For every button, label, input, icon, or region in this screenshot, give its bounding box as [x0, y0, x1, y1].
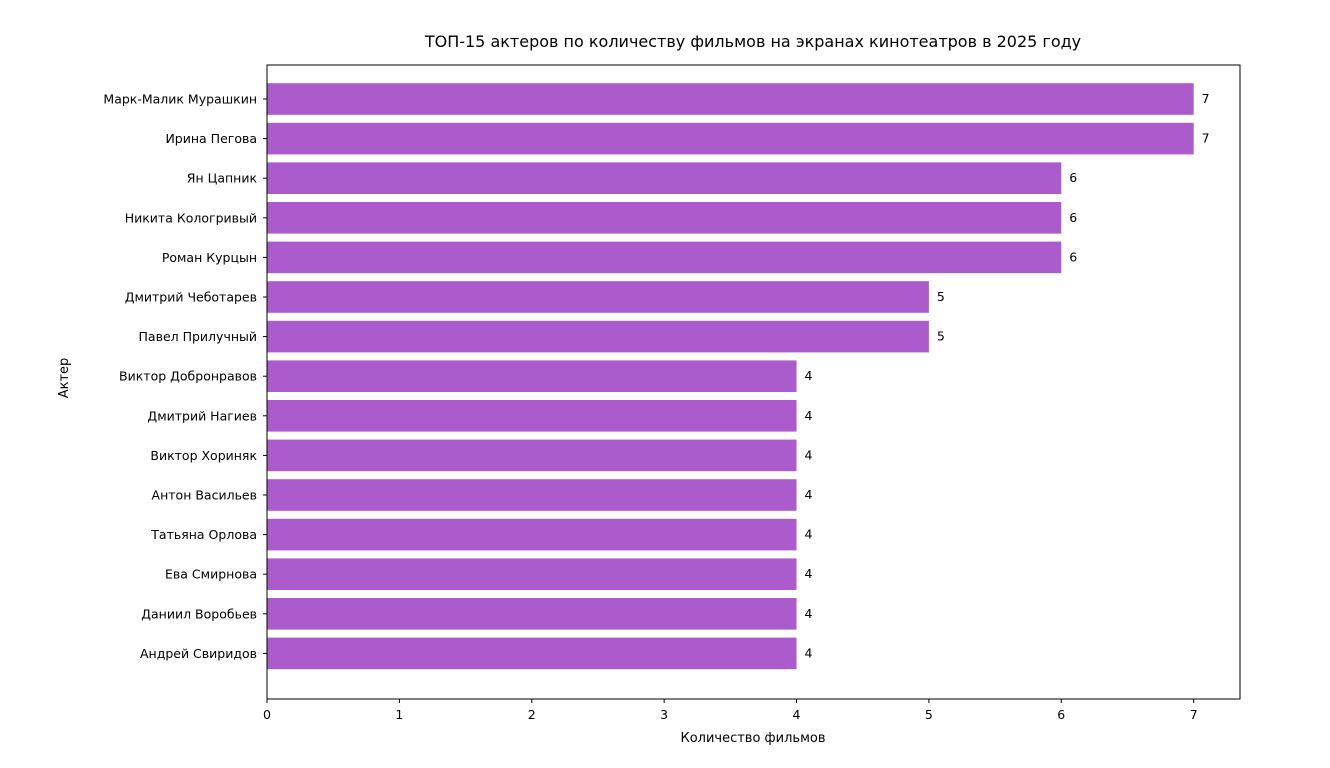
x-tick-label: 6 — [1057, 707, 1065, 722]
x-tick-label: 2 — [528, 707, 536, 722]
x-axis-label: Количество фильмов — [680, 731, 825, 746]
bar-value-label: 4 — [805, 527, 813, 542]
bar-value-label: 4 — [805, 566, 813, 581]
y-tick-label: Даниил Воробьев — [141, 606, 257, 621]
y-tick-label: Виктор Хориняк — [150, 448, 257, 463]
bar-value-label: 6 — [1069, 249, 1077, 264]
bar-value-label: 4 — [805, 368, 813, 383]
y-tick-label: Андрей Свиридов — [140, 646, 257, 661]
chart-title: ТОП-15 актеров по количеству фильмов на … — [424, 32, 1081, 51]
x-tick-label: 5 — [925, 707, 933, 722]
bar — [267, 202, 1062, 234]
bar-value-label: 4 — [805, 606, 813, 621]
bar — [267, 281, 929, 313]
bar — [267, 241, 1062, 274]
y-tick-label: Дмитрий Нагиев — [147, 408, 257, 423]
x-tick-label: 3 — [660, 707, 668, 722]
bar-value-label: 6 — [1069, 170, 1077, 185]
plot-frame — [266, 64, 1241, 700]
x-tick-label: 1 — [395, 707, 403, 722]
bar-value-label: 4 — [805, 487, 813, 502]
x-tick-label: 4 — [793, 707, 801, 722]
bar — [267, 598, 797, 630]
x-tick-label: 0 — [263, 707, 271, 722]
bar-value-label: 7 — [1202, 91, 1210, 106]
bar — [267, 122, 1194, 155]
y-tick-label: Ирина Пегова — [165, 131, 257, 146]
axes-layer: Марк-Малик Мурашкин Ирина Пегова Ян Цапник… — [103, 64, 1241, 722]
bar — [267, 439, 797, 472]
bar — [267, 400, 797, 432]
y-tick-label: Татьяна Орлова — [150, 527, 257, 542]
bar — [267, 360, 797, 392]
y-tick-label: Ева Смирнова — [165, 567, 257, 582]
y-tick-label: Дмитрий Чеботарев — [125, 290, 257, 305]
bar-value-label: 4 — [805, 447, 813, 462]
bar-value-label: 5 — [937, 289, 945, 304]
bar — [267, 518, 797, 551]
bar — [267, 320, 929, 353]
bars-layer: 7 7 6 6 6 5 5 4 4 4 4 4 4 4 4 — [267, 83, 1210, 670]
y-tick-label: Марк-Малик Мурашкин — [103, 92, 257, 107]
bar — [267, 83, 1194, 115]
bar-value-label: 5 — [937, 329, 945, 344]
bar — [267, 162, 1062, 194]
bar — [267, 558, 797, 590]
y-tick-label: Виктор Добронравов — [119, 369, 257, 384]
bar — [267, 479, 797, 511]
y-tick-label: Ян Цапник — [187, 171, 258, 186]
x-tick-label: 7 — [1190, 707, 1198, 722]
y-tick-label: Никита Кологривый — [125, 210, 257, 225]
bar — [267, 637, 797, 670]
y-tick-label: Павел Прилучный — [139, 329, 257, 344]
bar-value-label: 6 — [1069, 210, 1077, 225]
bar-value-label: 4 — [805, 645, 813, 660]
y-tick-label: Антон Васильев — [152, 488, 257, 503]
bar-value-label: 7 — [1202, 131, 1210, 146]
bar-value-label: 4 — [805, 408, 813, 423]
y-tick-label: Роман Курцын — [162, 250, 257, 265]
y-axis-label: Актер — [57, 358, 72, 399]
